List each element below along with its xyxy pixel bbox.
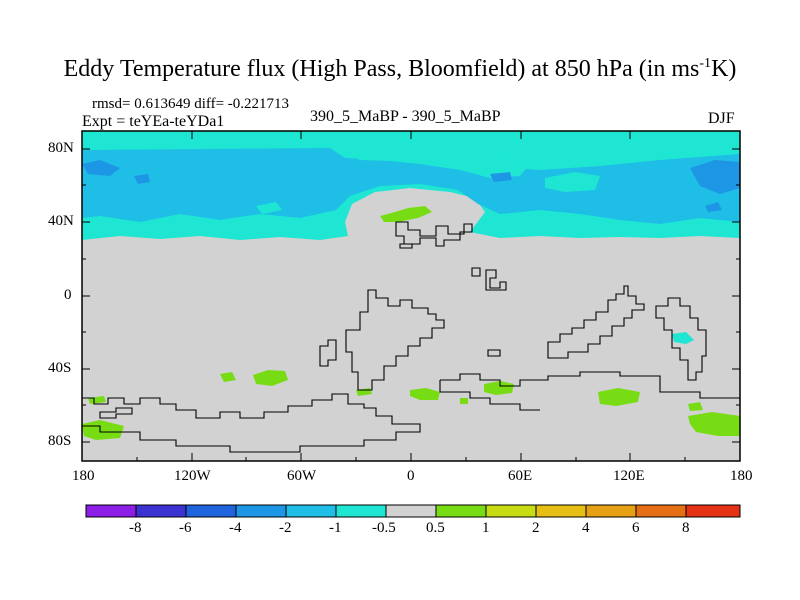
x-tick-label: 0 bbox=[407, 468, 415, 484]
y-tick-label: 0 bbox=[64, 287, 72, 303]
colorbar-swatch bbox=[86, 505, 136, 517]
southern-negative-patch bbox=[672, 332, 694, 344]
colorbar-label: -8 bbox=[129, 520, 142, 536]
season-label: DJF bbox=[708, 110, 735, 127]
colorbar-label: 6 bbox=[632, 520, 640, 536]
colorbar-swatch bbox=[186, 505, 236, 517]
x-tick-label: 120W bbox=[174, 468, 211, 484]
colorbar-label: 2 bbox=[532, 520, 540, 536]
colorbar-label: 1 bbox=[482, 520, 490, 536]
y-tick-label: 40S bbox=[48, 360, 72, 376]
colorbar-label: -4 bbox=[229, 520, 242, 536]
colorbar-label: -0.5 bbox=[372, 520, 396, 536]
colorbar-label: 0.5 bbox=[426, 520, 445, 536]
colorbar-swatch bbox=[436, 505, 486, 517]
colorbar-swatch bbox=[586, 505, 636, 517]
x-tick-label: 180 bbox=[730, 468, 753, 484]
colorbar-swatch bbox=[136, 505, 186, 517]
x-tick-label: 60E bbox=[508, 468, 533, 484]
colorbar-swatch bbox=[336, 505, 386, 517]
x-tick-marks bbox=[136, 131, 686, 461]
y-tick-marks bbox=[82, 148, 740, 443]
colorbar-swatch bbox=[486, 505, 536, 517]
colorbar-swatch bbox=[536, 505, 586, 517]
colorbar-swatch bbox=[386, 505, 436, 517]
colorbar-label: 8 bbox=[682, 520, 690, 536]
colorbar-swatch bbox=[686, 505, 740, 517]
x-tick-label: 180 bbox=[72, 468, 95, 484]
chart-title: Eddy Temperature flux (High Pass, Bloomf… bbox=[63, 56, 737, 82]
x-tick-label: 120E bbox=[613, 468, 645, 484]
colorbar-label: 4 bbox=[582, 520, 590, 536]
colorbar bbox=[85, 504, 741, 518]
northern-negative-band bbox=[82, 131, 740, 240]
colorbar-label: -2 bbox=[279, 520, 292, 536]
y-tick-label: 40N bbox=[48, 213, 74, 229]
x-tick-label: 60W bbox=[287, 468, 317, 484]
stats-label: rmsd= 0.613649 diff= -0.221713 bbox=[92, 96, 290, 112]
colorbar-label: -6 bbox=[179, 520, 192, 536]
colorbar-swatch bbox=[636, 505, 686, 517]
experiment-label: Expt = teYEa-teYDa1 bbox=[82, 113, 225, 130]
continent-outlines bbox=[82, 221, 740, 453]
colorbar-label: -1 bbox=[329, 520, 342, 536]
comparison-label: 390_5_MaBP - 390_5_MaBP bbox=[310, 108, 501, 125]
colorbar-swatch bbox=[286, 505, 336, 517]
y-tick-label: 80N bbox=[48, 140, 74, 156]
title-superscript: -1 bbox=[699, 56, 712, 71]
y-tick-label: 80S bbox=[48, 433, 72, 449]
colorbar-swatch bbox=[236, 505, 286, 517]
positive-patches bbox=[82, 206, 740, 440]
